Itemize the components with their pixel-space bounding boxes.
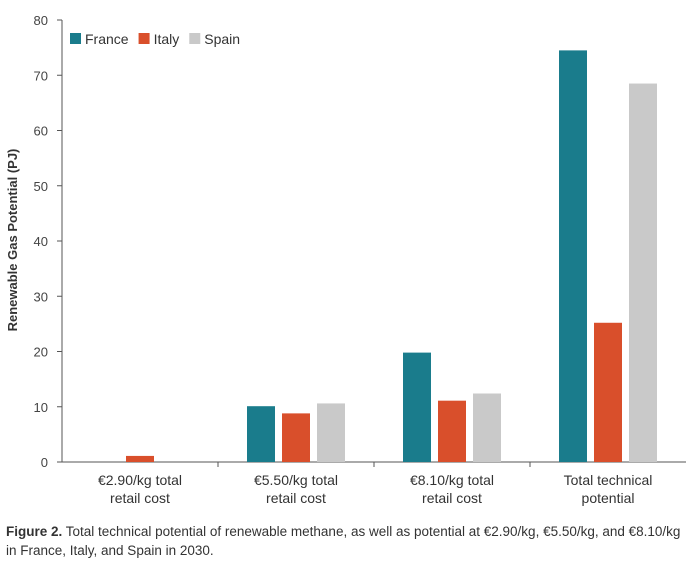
- caption-label: Figure 2.: [6, 524, 63, 539]
- bar-france: [403, 352, 431, 462]
- chart-legend: France Italy Spain: [70, 31, 240, 47]
- legend-swatch-france: [70, 33, 81, 44]
- bar-italy: [438, 400, 466, 462]
- y-tick-label: 70: [34, 68, 48, 83]
- legend-label-italy: Italy: [154, 31, 180, 47]
- x-tick-label: Total technical: [564, 472, 653, 488]
- y-tick-label: 30: [34, 289, 48, 304]
- y-tick-label: 80: [34, 13, 48, 28]
- x-tick-label: retail cost: [266, 490, 326, 506]
- legend-label-france: France: [85, 31, 129, 47]
- legend-swatch-italy: [138, 33, 150, 44]
- caption-text: Total technical potential of renewable m…: [6, 524, 681, 558]
- bar-spain: [317, 403, 345, 462]
- bar-spain: [629, 83, 657, 462]
- x-tick-label: potential: [582, 490, 635, 506]
- bar-italy: [594, 322, 622, 462]
- x-tick-label: retail cost: [422, 490, 482, 506]
- bar-italy: [282, 413, 310, 462]
- x-tick-label: €8.10/kg total: [410, 472, 494, 488]
- x-tick-label: €2.90/kg total: [98, 472, 182, 488]
- chart-axes: 0 10 20 30 40 50 60 70 80 €2.90/kg total retail co…: [34, 13, 686, 506]
- bar-italy: [126, 455, 154, 462]
- chart-bars: [126, 50, 657, 462]
- y-tick-label: 10: [34, 400, 48, 415]
- y-tick-label: 60: [34, 124, 48, 139]
- figure-caption: Figure 2. Total technical potential of r…: [6, 522, 688, 560]
- bar-france: [559, 50, 587, 462]
- bar-france: [247, 406, 275, 462]
- legend-swatch-spain: [189, 33, 201, 44]
- legend-label-spain: Spain: [204, 31, 240, 47]
- bar-spain: [473, 393, 501, 462]
- y-tick-label: 40: [34, 234, 48, 249]
- y-tick-label: 20: [34, 345, 48, 360]
- y-axis-label: Renewable Gas Potential (PJ): [5, 149, 20, 332]
- bar-chart: 0 10 20 30 40 50 60 70 80 €2.90/kg total retail co…: [5, 13, 686, 506]
- y-tick-label: 0: [41, 455, 48, 470]
- x-tick-label: retail cost: [110, 490, 170, 506]
- x-tick-label: €5.50/kg total: [254, 472, 338, 488]
- y-tick-label: 50: [34, 179, 48, 194]
